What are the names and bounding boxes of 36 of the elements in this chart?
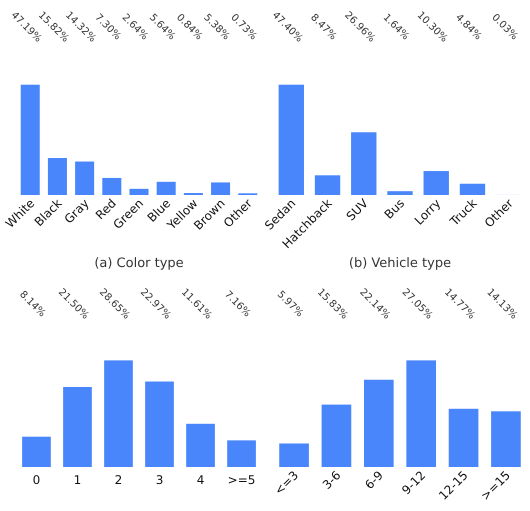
bar: [48, 158, 67, 195]
bar: [145, 382, 174, 467]
bar: [314, 175, 340, 195]
x-tick-label: 3-6: [320, 468, 344, 492]
x-tick-label: 1: [74, 473, 82, 487]
bar: [75, 162, 94, 195]
bar: [211, 182, 230, 195]
bar: [364, 380, 394, 467]
text: (a) Color type: [94, 256, 184, 271]
bar: [406, 360, 436, 467]
bar: [20, 84, 40, 195]
bar: [448, 408, 478, 467]
bar: [460, 184, 486, 195]
x-tick-label: 4: [196, 473, 204, 487]
x-tick-label: 2: [114, 473, 122, 487]
bar: [387, 191, 413, 195]
bar: [279, 443, 309, 467]
x-tick-label: 3: [156, 473, 164, 487]
bar: [351, 132, 376, 195]
bar: [102, 178, 122, 195]
bar: [278, 84, 304, 195]
bar: [491, 411, 521, 467]
x-tick-label: >=5: [228, 473, 256, 487]
bar: [63, 386, 92, 467]
x-tick-label: 0: [32, 473, 40, 487]
bar: [186, 424, 215, 467]
bar: [104, 360, 133, 467]
x-tick-label: Bus: [382, 196, 408, 222]
x-tick-label: 6-9: [362, 468, 386, 492]
bar: [129, 188, 149, 195]
bar: [424, 171, 449, 195]
text: (b) Vehicle type: [348, 256, 452, 271]
bar: [227, 440, 256, 467]
bar: [22, 436, 51, 467]
bar: [156, 182, 176, 195]
bar: [322, 404, 352, 467]
